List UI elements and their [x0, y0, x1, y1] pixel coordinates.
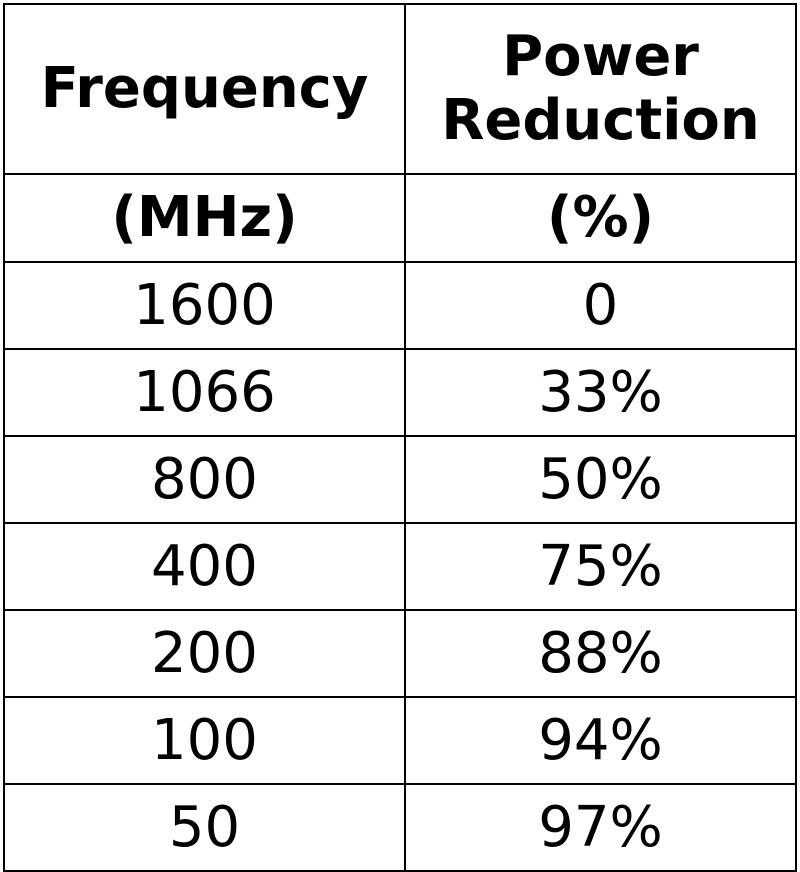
- table-row: 100 94%: [3, 696, 797, 785]
- reduction-cell: 0: [404, 261, 797, 350]
- frequency-cell: 800: [3, 435, 406, 524]
- unit-power-reduction: (%): [404, 173, 797, 263]
- reduction-cell: 97%: [404, 783, 797, 872]
- frequency-cell: 50: [3, 783, 406, 872]
- reduction-cell: 75%: [404, 522, 797, 611]
- header-frequency-label: Frequency: [40, 56, 369, 121]
- reduction-cell: 88%: [404, 609, 797, 698]
- header-row: Frequency Power Reduction: [3, 3, 797, 175]
- table-row: 200 88%: [3, 609, 797, 698]
- table-row: 1066 33%: [3, 348, 797, 437]
- table-row: 400 75%: [3, 522, 797, 611]
- header-power-label: Power: [502, 24, 699, 89]
- frequency-power-table: Frequency Power Reduction (MHz) (%) 1600…: [3, 3, 797, 872]
- header-power-reduction: Power Reduction: [404, 3, 797, 175]
- frequency-cell: 1600: [3, 261, 406, 350]
- reduction-cell: 50%: [404, 435, 797, 524]
- reduction-cell: 94%: [404, 696, 797, 785]
- table-row: 800 50%: [3, 435, 797, 524]
- frequency-cell: 1066: [3, 348, 406, 437]
- header-reduction-label: Reduction: [441, 88, 760, 153]
- unit-row: (MHz) (%): [3, 173, 797, 263]
- frequency-cell: 200: [3, 609, 406, 698]
- table-row: 50 97%: [3, 783, 797, 872]
- unit-frequency: (MHz): [3, 173, 406, 263]
- reduction-cell: 33%: [404, 348, 797, 437]
- table-row: 1600 0: [3, 261, 797, 350]
- frequency-cell: 400: [3, 522, 406, 611]
- frequency-cell: 100: [3, 696, 406, 785]
- header-frequency: Frequency: [3, 3, 406, 175]
